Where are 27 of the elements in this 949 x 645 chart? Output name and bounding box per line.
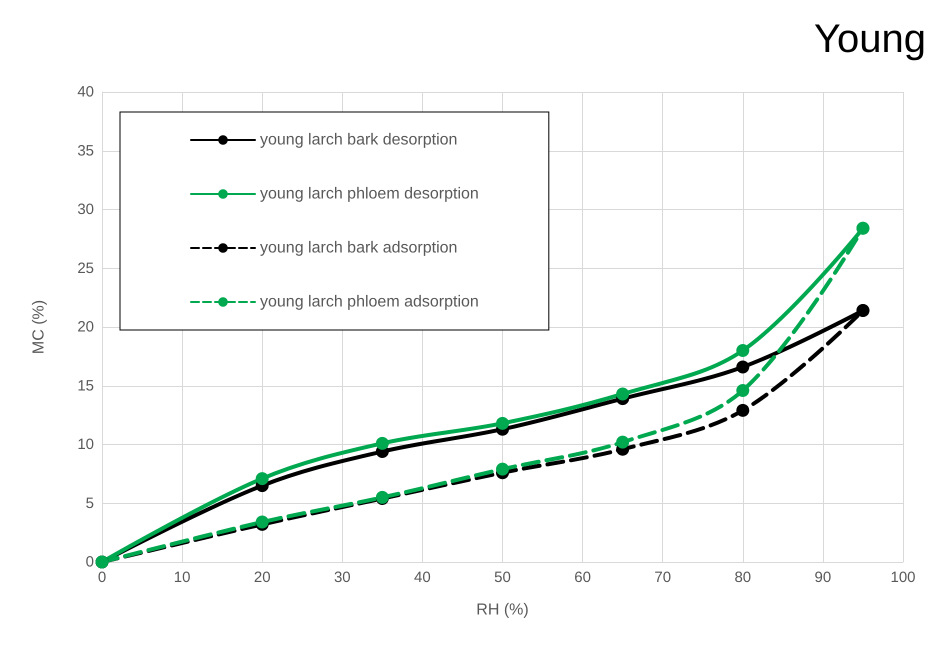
legend-label: young larch phloem desorption <box>260 186 479 202</box>
x-axis-title: RH (%) <box>476 602 529 618</box>
legend-label: young larch bark adsorption <box>260 240 458 256</box>
y-tick-label: 25 <box>77 260 94 277</box>
y-tick-label: 15 <box>77 377 94 394</box>
x-tick-label: 90 <box>814 569 832 586</box>
y-tick-label: 40 <box>77 84 94 100</box>
x-tick-label: 50 <box>494 569 511 586</box>
x-tick-label: 40 <box>414 569 431 586</box>
y-tick-label: 10 <box>77 436 94 453</box>
x-tick-label: 10 <box>174 569 190 586</box>
x-tick-label: 70 <box>654 569 672 586</box>
y-tick-label: 30 <box>77 201 94 218</box>
y-tick-label: 0 <box>86 554 94 570</box>
x-tick-label: 30 <box>334 569 351 586</box>
chart-title: Young <box>814 17 926 61</box>
x-tick-label: 60 <box>574 569 591 586</box>
x-tick-label: 80 <box>734 569 752 586</box>
x-tick-label: 20 <box>254 569 271 586</box>
y-axis-title: MC (%) <box>30 300 48 354</box>
legend-label: young larch phloem adsorption <box>260 294 479 310</box>
x-tick-label: 100 <box>890 569 916 586</box>
legend-label: young larch bark desorption <box>260 132 458 148</box>
y-tick-label: 20 <box>77 318 94 336</box>
y-tick-label: 35 <box>77 142 94 160</box>
y-tick-label: 5 <box>86 494 94 512</box>
x-tick-label: 0 <box>98 569 106 586</box>
